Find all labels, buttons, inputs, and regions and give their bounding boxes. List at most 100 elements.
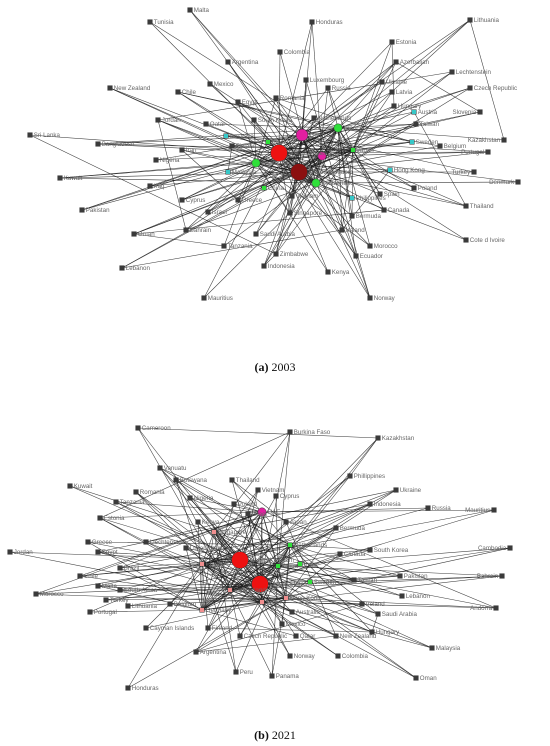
edge-israel-united-states (207, 152, 280, 213)
node-label-a-saudi-arabia: Saudi Arabia (260, 231, 296, 238)
node-b-bahrain (499, 573, 505, 579)
node-a-lebanon (119, 265, 125, 271)
node-label-a-cyprus: Cyprus (186, 197, 206, 204)
node-label-a-bangladesh: Bangladesh (102, 141, 135, 148)
edge-south-africa-south-korea (253, 119, 257, 164)
edge-cyprus-italy (181, 155, 323, 201)
edge-france-south-africa (255, 127, 339, 164)
node-label-b-kazakhstan: Kazakhstan (382, 435, 415, 442)
edge-azerbaijan-china (263, 61, 397, 189)
node-a-jordan (155, 117, 161, 123)
edge-japan-spain (352, 149, 381, 195)
node-a-philippines (349, 195, 355, 201)
edge-new-zealand-switzerland (229, 589, 337, 637)
edge-hungary-saudi-arabia (371, 613, 379, 633)
edge-chile-uae (79, 511, 263, 577)
edge-argentina-new-zealand (195, 635, 337, 653)
edge-japan-switzerland (315, 149, 354, 184)
node-a-latvia (389, 89, 395, 95)
node-label-b-honduras: Honduras (132, 685, 159, 692)
node-a-israel (205, 209, 211, 215)
edge-kazakhstan-united-states (259, 437, 379, 585)
edge-singapore-united-states (278, 152, 291, 214)
edge-china-panama (271, 565, 279, 677)
node-label-a-germany: Germany (310, 132, 336, 139)
edge-ecuador-france (337, 127, 357, 257)
node-b-united-states (251, 575, 269, 593)
node-a-oman (131, 231, 137, 237)
node-label-a-sweden: Sweden (416, 139, 439, 146)
node-label-a-tanzania: Tanzania (228, 243, 253, 250)
node-b-thailand (229, 477, 235, 483)
node-label-b-new-zealand: New Zealand (340, 633, 377, 640)
node-a-united-states (270, 144, 288, 162)
node-label-a-finland: Finland (236, 143, 257, 150)
node-label-a-mauritius: Mauritius (208, 295, 233, 302)
edge-germany-lithuania (301, 19, 471, 136)
node-label-a-ukraine: Ukraine (386, 79, 408, 86)
node-label-b-finland: Finland (212, 625, 233, 632)
edge-bahrain-france (185, 127, 339, 231)
edge-germany-japan (301, 134, 354, 151)
labels-2021: Cameroon Burkina Faso Kazakhstan Vanuatu Bot… (14, 425, 507, 692)
edge-singapore-uae (213, 511, 263, 533)
node-label-b-poland: Poland (238, 501, 258, 508)
edge-cyprus-south-africa (181, 162, 257, 201)
node-label-b-germany: Germany (206, 607, 232, 614)
node-label-b-liechtenstein: Liechtenstein (150, 539, 187, 546)
edge-germany-pakistan (81, 134, 303, 211)
node-a-thailand (463, 203, 469, 209)
node-a-tanzania (221, 243, 227, 249)
edge-singapore-switzerland (213, 531, 231, 591)
edge-indonesia-singapore (213, 503, 371, 533)
node-label-b-mexico: Mexico (286, 621, 306, 628)
edge-netherlands-peru (235, 544, 291, 673)
node-label-b-turkey: Turkey (110, 597, 130, 604)
edge-hong-kong-ireland (341, 169, 391, 231)
node-label-b-panama: Panama (276, 673, 300, 680)
node-b-hungary (369, 629, 375, 635)
edge-belgium-france (337, 127, 441, 147)
edge-panama-switzerland (229, 589, 273, 677)
node-label-a-estonia: Estonia (396, 39, 417, 46)
node-b-romania (133, 489, 139, 495)
edge-france-saudi-arabia (201, 563, 379, 615)
node-a-south-korea (251, 117, 257, 123)
node-b-colombia (335, 653, 341, 659)
node-label-b-cambodia: Cambodia (478, 545, 507, 552)
node-a-norway (367, 295, 373, 301)
edge-china-spain (261, 565, 279, 603)
edge-phillippines-united-kingdom (239, 475, 351, 561)
node-label-a-denmark: Denmark (489, 179, 515, 186)
node-label-b-botswana: Botswana (180, 477, 208, 484)
node-label-b-kuwait: Kuwait (74, 483, 93, 490)
edge-belgium-united-kingdom (298, 145, 441, 173)
node-b-luxembourg (183, 545, 189, 551)
node-b-japan (283, 519, 289, 525)
node-b-cayman-islands (143, 625, 149, 631)
edge-denmark-switzerland (315, 181, 519, 184)
node-label-a-morocco: Morocco (374, 243, 398, 250)
node-b-vanuatu (157, 465, 163, 471)
edge-netherlands-spain (261, 544, 291, 603)
edge-azerbaijan-germany (301, 61, 397, 136)
edge-finland-malaysia (227, 145, 233, 173)
edge-lebanon-united-kingdom (121, 171, 300, 269)
edge-cameroon-united-kingdom (137, 427, 241, 561)
node-a-netherlands (311, 115, 317, 121)
node-label-a-latvia: Latvia (396, 89, 413, 96)
edge-kazakhstan-lithuania (469, 19, 505, 141)
edge-france-saudi-arabia (255, 127, 339, 235)
edge-norway-spain (261, 601, 291, 657)
node-b-panama (269, 673, 275, 679)
edge-germany-singapore (201, 531, 215, 611)
node-b-peru (233, 669, 239, 675)
edge-cambodia-china (277, 547, 511, 567)
node-a-czech-republic (467, 85, 473, 91)
edge-netherlands-nigeria (189, 497, 291, 546)
edge-malaysia-united-kingdom (239, 559, 433, 649)
edge-france-uae (201, 511, 263, 565)
edge-south-africa-united-kingdom (119, 559, 241, 591)
node-label-a-argentina: Argentina (232, 59, 259, 66)
